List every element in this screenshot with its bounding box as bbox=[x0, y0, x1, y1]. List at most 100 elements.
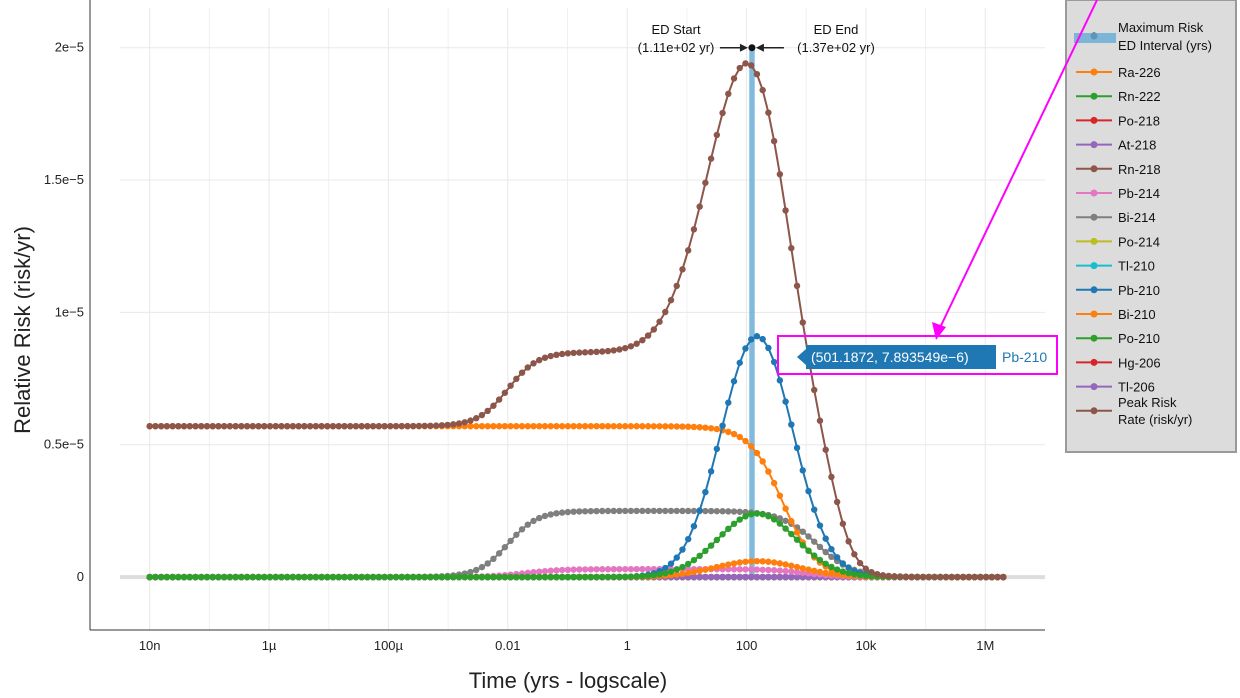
data-point bbox=[220, 422, 228, 430]
legend-item: Bi-210 bbox=[1076, 307, 1156, 322]
data-point bbox=[576, 422, 583, 430]
data-point bbox=[793, 568, 801, 576]
data-point bbox=[667, 296, 675, 304]
data-point bbox=[536, 422, 543, 430]
data-point bbox=[467, 573, 474, 581]
data-point bbox=[175, 573, 182, 581]
legend-marker bbox=[1090, 165, 1098, 173]
data-point bbox=[415, 573, 423, 581]
data-point bbox=[604, 573, 612, 581]
data-point bbox=[713, 445, 721, 453]
data-point bbox=[410, 573, 417, 581]
data-point bbox=[427, 422, 434, 429]
data-point bbox=[438, 422, 446, 429]
series-line bbox=[149, 425, 1004, 579]
data-point bbox=[753, 557, 761, 565]
data-point bbox=[146, 573, 153, 581]
data-point bbox=[702, 547, 709, 555]
data-point bbox=[753, 333, 761, 340]
data-point bbox=[226, 422, 234, 430]
data-point bbox=[243, 422, 251, 430]
data-point bbox=[690, 556, 698, 564]
data-point bbox=[530, 573, 537, 581]
data-point bbox=[684, 535, 692, 543]
data-point bbox=[759, 335, 766, 343]
data-point bbox=[587, 422, 595, 430]
data-point bbox=[782, 573, 789, 581]
data-point bbox=[816, 543, 824, 551]
data-point bbox=[152, 422, 159, 430]
data-point bbox=[833, 498, 841, 506]
data-point bbox=[702, 573, 709, 581]
y-tick-label: 0 bbox=[77, 569, 84, 584]
data-point bbox=[570, 566, 577, 573]
data-point bbox=[805, 487, 812, 495]
data-point bbox=[702, 179, 709, 186]
data-point bbox=[152, 573, 159, 581]
data-point bbox=[501, 544, 509, 551]
legend-item: Ra-226 bbox=[1076, 65, 1161, 80]
data-point bbox=[748, 336, 755, 343]
data-point bbox=[679, 546, 686, 553]
data-point bbox=[169, 422, 176, 430]
y-tick-label: 0.5e−5 bbox=[44, 437, 84, 452]
data-point bbox=[192, 573, 199, 581]
data-point bbox=[306, 573, 314, 581]
data-point bbox=[192, 422, 199, 430]
data-point bbox=[736, 433, 743, 441]
data-point bbox=[278, 422, 285, 430]
data-point bbox=[759, 558, 766, 565]
data-point bbox=[730, 566, 738, 573]
data-point bbox=[799, 467, 806, 474]
data-point bbox=[627, 507, 635, 515]
max-risk-point bbox=[748, 44, 756, 52]
data-point bbox=[604, 566, 612, 573]
data-point bbox=[902, 573, 910, 581]
data-point bbox=[604, 347, 612, 355]
data-point bbox=[249, 422, 257, 430]
data-point bbox=[828, 570, 835, 578]
data-point bbox=[547, 422, 554, 430]
data-point bbox=[604, 423, 612, 430]
data-point bbox=[639, 565, 646, 573]
data-point bbox=[765, 468, 772, 475]
data-point bbox=[679, 570, 686, 578]
data-point bbox=[736, 566, 743, 573]
data-point bbox=[690, 507, 698, 515]
legend-item: Rn-218 bbox=[1076, 162, 1161, 177]
data-point bbox=[753, 70, 761, 78]
data-point bbox=[673, 566, 680, 573]
data-point bbox=[793, 536, 801, 543]
data-point bbox=[759, 566, 766, 573]
data-point bbox=[782, 398, 789, 405]
data-point bbox=[599, 566, 606, 573]
data-point bbox=[530, 422, 537, 430]
data-point bbox=[856, 559, 864, 567]
data-point bbox=[633, 565, 640, 573]
data-point bbox=[765, 558, 772, 565]
data-point bbox=[650, 572, 658, 579]
data-point bbox=[639, 573, 646, 580]
data-point bbox=[581, 349, 589, 356]
tooltip-value: (501.1872, 7.893549e−6) bbox=[811, 349, 969, 365]
data-point bbox=[232, 573, 239, 581]
legend-label: Po-214 bbox=[1118, 234, 1160, 249]
data-point bbox=[524, 521, 531, 528]
data-point bbox=[467, 422, 474, 430]
data-point bbox=[581, 573, 589, 581]
data-point bbox=[730, 75, 738, 82]
data-point bbox=[450, 421, 457, 428]
data-point bbox=[576, 566, 583, 573]
data-point bbox=[381, 573, 388, 581]
data-point bbox=[851, 571, 858, 578]
data-point bbox=[730, 378, 738, 385]
data-point bbox=[748, 62, 755, 69]
data-point bbox=[707, 565, 715, 572]
data-point bbox=[215, 573, 222, 581]
data-point bbox=[255, 422, 262, 430]
data-point bbox=[604, 507, 612, 515]
data-point bbox=[610, 347, 617, 354]
legend-marker bbox=[1090, 189, 1098, 197]
data-point bbox=[467, 417, 474, 424]
